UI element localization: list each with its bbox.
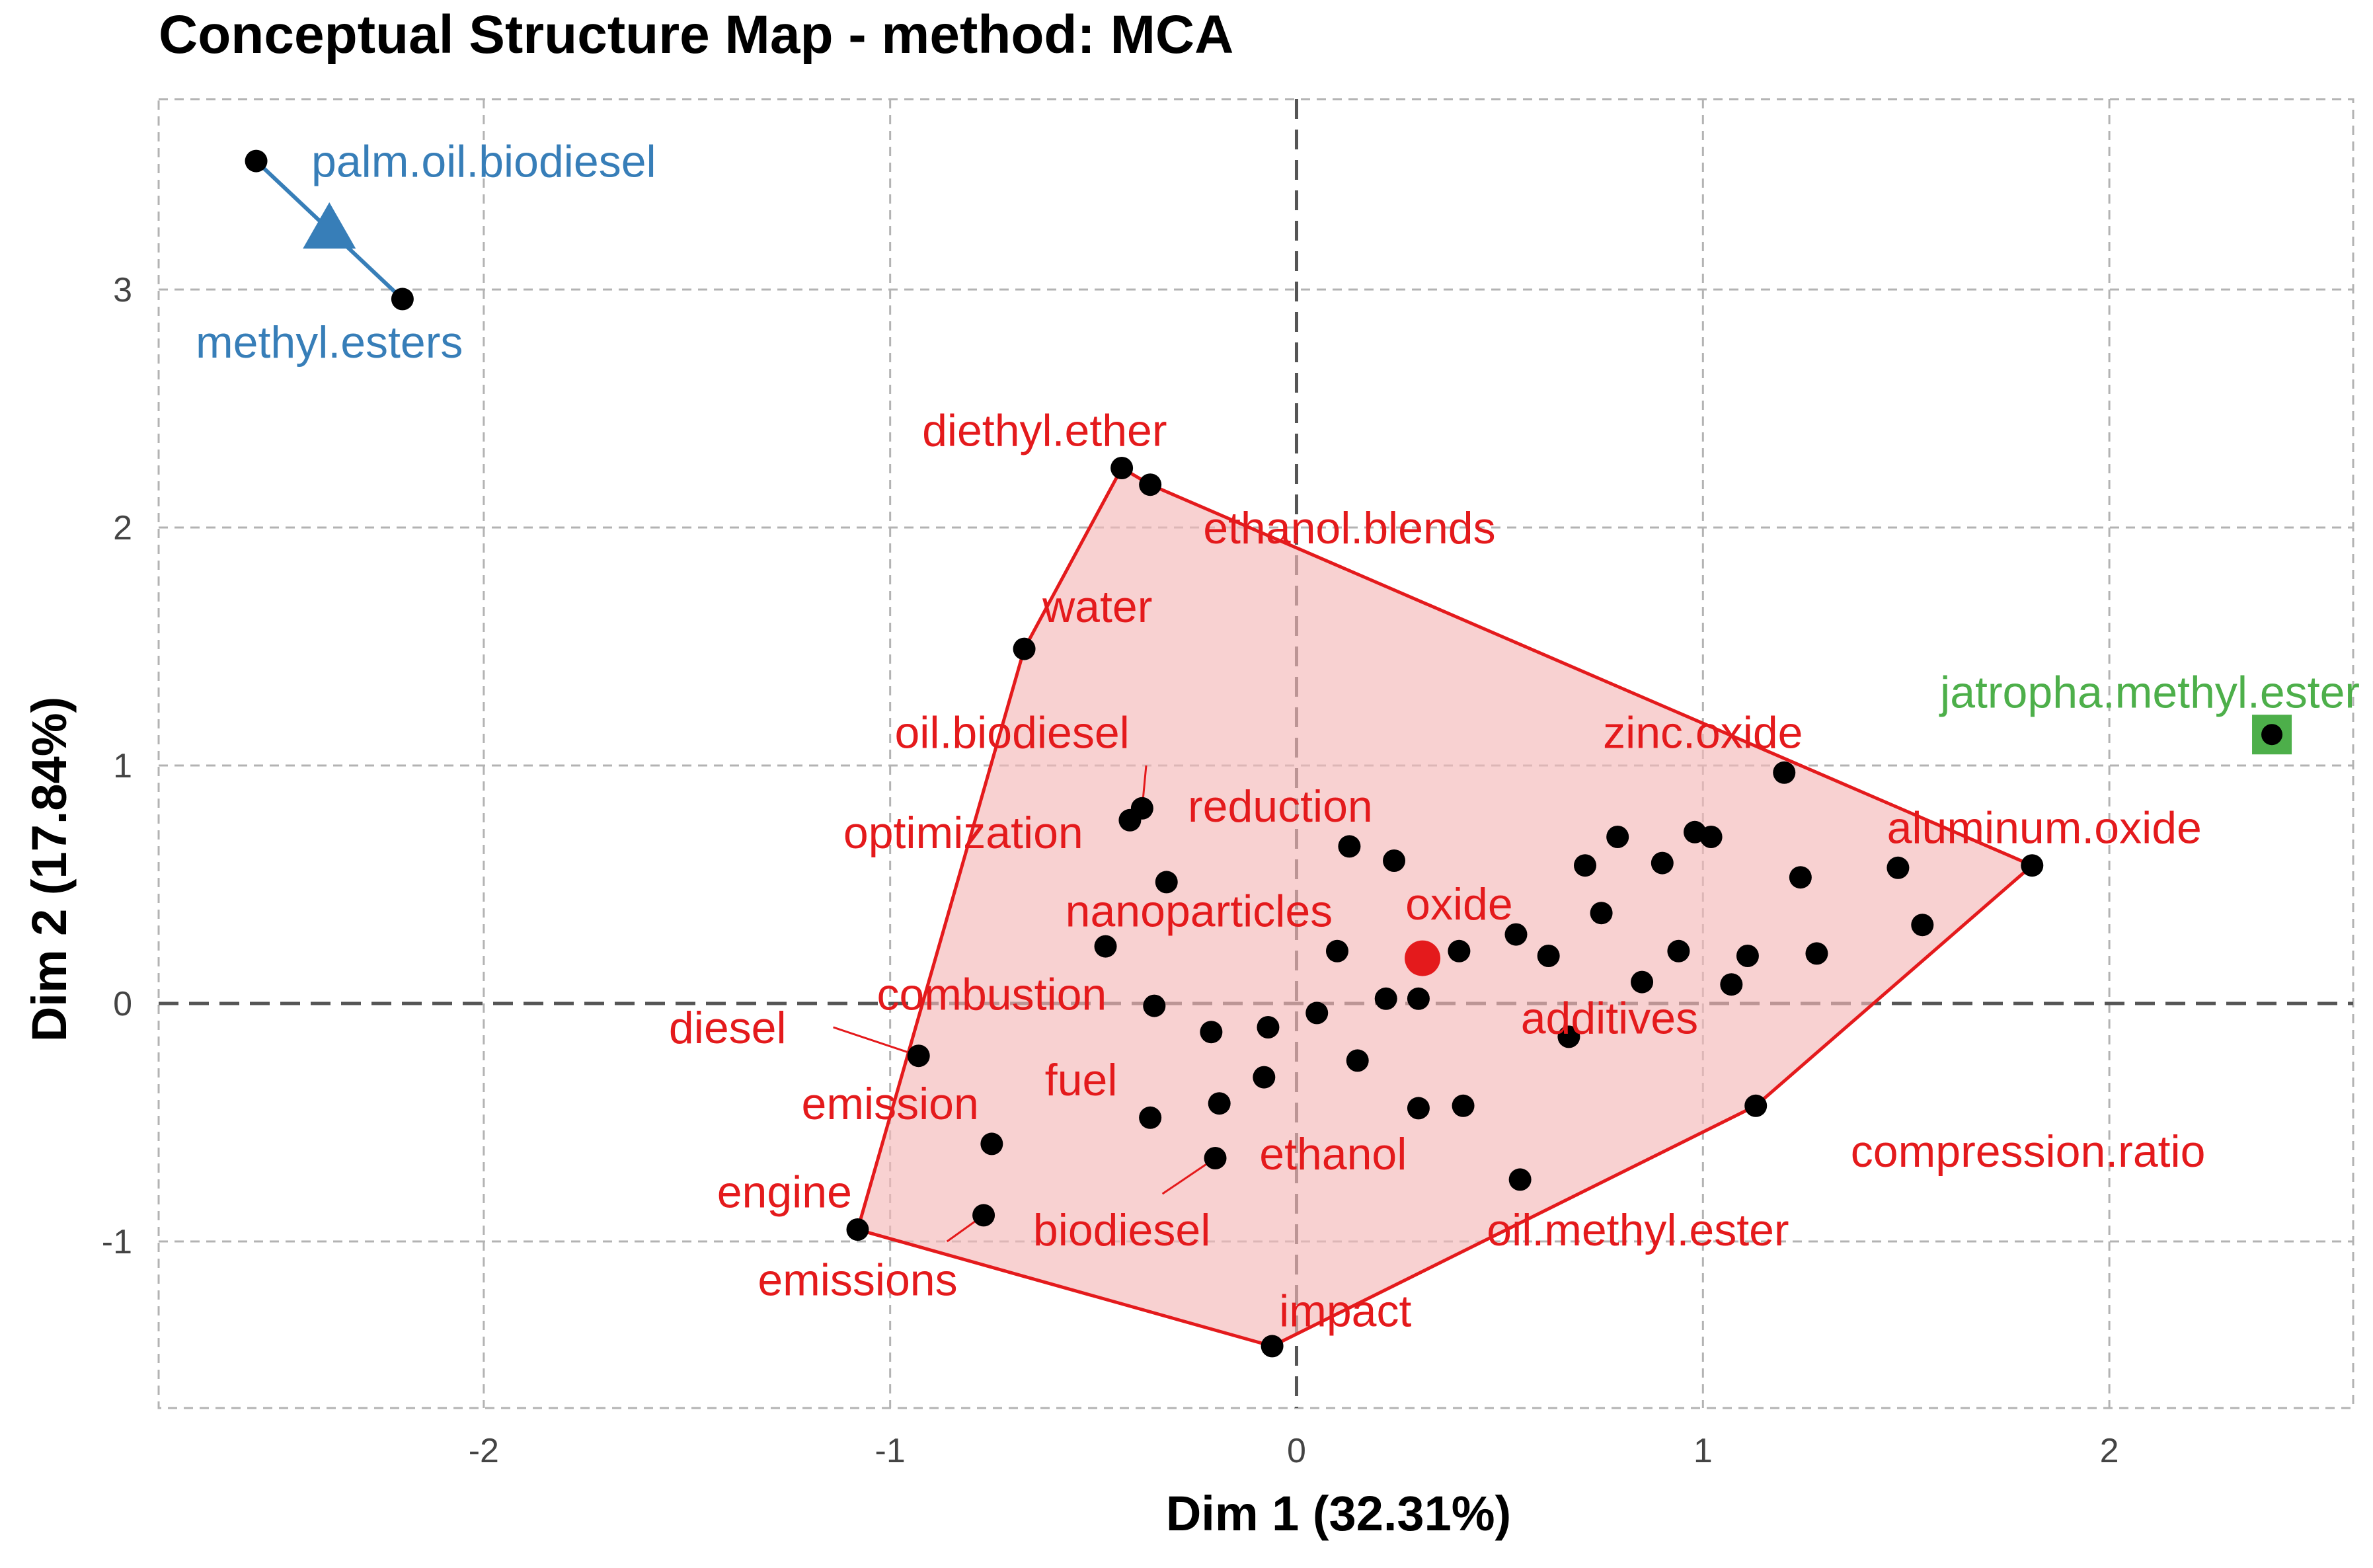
data-point bbox=[1208, 1092, 1231, 1115]
data-point bbox=[1139, 473, 1162, 496]
plot-panel-border bbox=[157, 98, 2354, 1409]
point-label: impact bbox=[1279, 1286, 1411, 1336]
label-leader-line bbox=[833, 1026, 919, 1057]
data-point bbox=[1631, 970, 1654, 994]
data-point bbox=[1261, 1335, 1284, 1358]
data-point bbox=[1257, 1016, 1280, 1039]
cluster-centroid bbox=[1405, 940, 1441, 976]
data-point bbox=[1155, 871, 1178, 894]
data-point bbox=[1557, 1025, 1580, 1048]
data-point bbox=[1448, 939, 1471, 962]
point-label: palm.oil.biodiesel bbox=[311, 137, 656, 187]
data-point bbox=[1720, 973, 1743, 996]
point-label: ethanol bbox=[1259, 1129, 1407, 1179]
point-label: fuel bbox=[1045, 1055, 1118, 1105]
y-tick-label: -1 bbox=[102, 1223, 132, 1261]
point-label: emissions bbox=[758, 1255, 957, 1306]
data-point bbox=[1253, 1066, 1276, 1089]
data-point bbox=[1789, 866, 1812, 889]
y-tick-label: 1 bbox=[113, 747, 132, 785]
data-point bbox=[1452, 1094, 1475, 1117]
data-point bbox=[1651, 851, 1674, 875]
point-label: biodiesel bbox=[1033, 1205, 1210, 1255]
point-label: oil.methyl.ester bbox=[1487, 1205, 1789, 1255]
x-axis-title: Dim 1 (32.31%) bbox=[1166, 1486, 1511, 1541]
point-label: zinc.oxide bbox=[1603, 708, 1803, 758]
data-point bbox=[1699, 826, 1723, 848]
data-point bbox=[1094, 935, 1117, 958]
data-point bbox=[2021, 854, 2044, 877]
point-label: compression.ratio bbox=[1851, 1126, 2206, 1177]
data-point bbox=[1325, 939, 1348, 962]
x-tick-label: -2 bbox=[469, 1432, 499, 1470]
point-label: additives bbox=[1521, 994, 1698, 1044]
y-tick-label: 0 bbox=[113, 985, 132, 1023]
data-point bbox=[1744, 1094, 1768, 1117]
data-point bbox=[1736, 945, 1759, 967]
data-point bbox=[1504, 923, 1528, 946]
point-label: oil.biodiesel bbox=[894, 708, 1129, 758]
y-tick-label: 3 bbox=[113, 271, 132, 309]
point-label: optimization bbox=[843, 808, 1083, 858]
y-tick-label: 2 bbox=[113, 509, 132, 547]
data-point bbox=[1338, 835, 1361, 858]
data-point bbox=[1110, 457, 1134, 479]
data-point bbox=[1143, 994, 1166, 1017]
point-label: emission bbox=[802, 1079, 979, 1129]
data-point bbox=[2261, 724, 2283, 746]
point-label: engine bbox=[717, 1167, 852, 1217]
data-point bbox=[1204, 1147, 1227, 1169]
data-point bbox=[1346, 1049, 1369, 1072]
data-point bbox=[1911, 914, 1934, 937]
point-label: nanoparticles bbox=[1066, 886, 1333, 937]
data-point bbox=[1139, 1106, 1162, 1129]
data-point bbox=[1537, 945, 1560, 967]
data-point bbox=[1574, 854, 1596, 877]
point-label: ethanol.blends bbox=[1203, 503, 1495, 553]
data-point bbox=[1374, 987, 1397, 1010]
data-point bbox=[972, 1204, 995, 1227]
data-point bbox=[1805, 942, 1828, 965]
point-label: jatropha.methyl.ester bbox=[1939, 667, 2360, 717]
data-point bbox=[846, 1218, 869, 1241]
data-point bbox=[245, 149, 268, 173]
x-tick-label: 0 bbox=[1287, 1432, 1306, 1470]
data-point bbox=[1200, 1021, 1223, 1044]
point-label: combustion bbox=[876, 970, 1107, 1020]
data-point bbox=[980, 1132, 1003, 1156]
data-point bbox=[1508, 1168, 1532, 1191]
data-point bbox=[1667, 939, 1690, 962]
data-point bbox=[1305, 1001, 1329, 1025]
cluster-centroid bbox=[303, 202, 356, 249]
point-label: water bbox=[1042, 582, 1152, 632]
data-point bbox=[1590, 902, 1613, 925]
data-point bbox=[1606, 826, 1629, 848]
x-tick-label: -1 bbox=[875, 1432, 906, 1470]
data-point bbox=[1773, 761, 1796, 784]
point-label: diesel bbox=[669, 1003, 787, 1053]
data-point bbox=[1407, 987, 1430, 1010]
data-point bbox=[907, 1044, 930, 1068]
point-label: methyl.esters bbox=[196, 317, 463, 368]
data-point bbox=[391, 288, 414, 311]
data-points bbox=[245, 149, 2292, 1358]
y-axis-title: Dim 2 (17.84%) bbox=[22, 697, 77, 1042]
point-label: diethyl.ether bbox=[922, 405, 1167, 455]
data-point bbox=[1407, 1097, 1430, 1120]
point-label: aluminum.oxide bbox=[1887, 803, 2202, 853]
data-point bbox=[1887, 856, 1910, 879]
axis-ticks: -2 -1 0 1 2 -1 0 1 2 3 bbox=[102, 271, 2119, 1470]
point-label: reduction bbox=[1188, 781, 1373, 832]
chart-title: Conceptual Structure Map - method: MCA bbox=[159, 5, 1233, 65]
point-label: oxide bbox=[1405, 879, 1513, 929]
x-tick-label: 1 bbox=[1693, 1432, 1713, 1470]
data-point bbox=[1118, 808, 1142, 832]
point-labels: diethyl.ether ethanol.blends water oil.biod… bbox=[196, 137, 2360, 1337]
data-point bbox=[1383, 849, 1406, 872]
x-tick-label: 2 bbox=[2100, 1432, 2119, 1470]
data-point bbox=[1013, 637, 1036, 660]
